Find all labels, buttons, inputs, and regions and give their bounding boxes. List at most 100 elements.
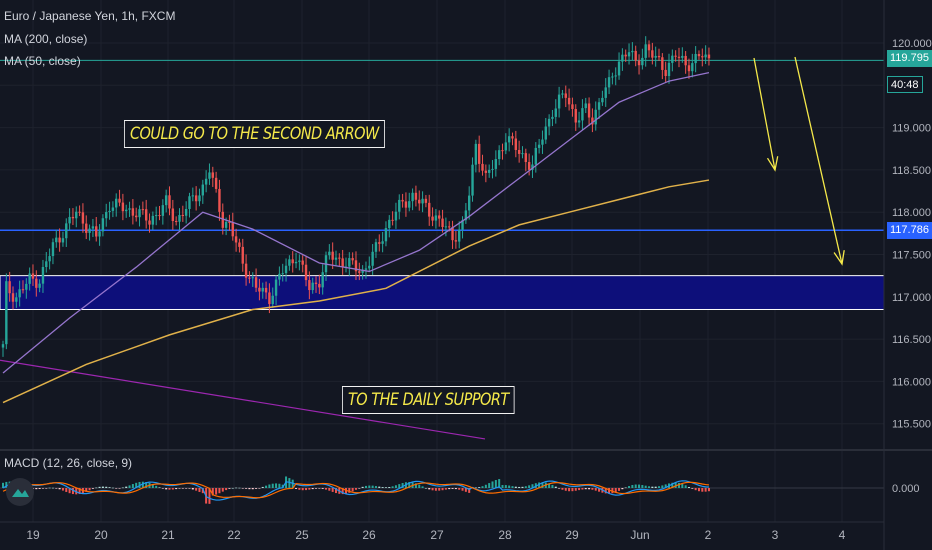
macd-hist-bar [341,488,344,495]
time-axis-ticks[interactable]: 19 20 21 22 25 26 27 28 29 Jun 2 3 4 [26,528,845,542]
macd-hist-bar [554,486,557,488]
tradingview-logo[interactable] [6,478,34,506]
macd-hist-bar [218,488,221,494]
candle-body [408,201,411,208]
macd-hist-bar [621,488,624,490]
candle-body [258,287,261,292]
macd-hist-bar [638,484,641,488]
note-daily-support[interactable]: TO THE DAILY SUPPORT [342,386,515,414]
candle-body [231,222,234,237]
macd-hist-bar [648,486,651,488]
macd-hist-bar [328,488,331,491]
candle-body [641,57,644,66]
macd-hist-bar [131,484,134,488]
macd-hist-bar [301,488,304,491]
macd-hist-bar [634,484,637,488]
candle-body [414,192,418,200]
candle-body [684,55,687,66]
macd-hist-bar [421,486,424,488]
macd-hist-bar [514,486,517,488]
time-tick-label: 25 [295,528,309,542]
arrow-head [833,250,845,266]
projection-arrow[interactable] [753,57,776,171]
note-second-arrow[interactable]: COULD GO TO THE SECOND ARROW [124,120,385,148]
macd-hist-bar [428,488,431,490]
macd-hist-bar [501,485,504,488]
candle-body [115,198,118,208]
macd-hist-bar [398,484,401,488]
candle-body [91,226,95,229]
candle-body [554,108,557,117]
candle-body [637,60,641,66]
candle-body [261,287,264,292]
macd-hist-bar [248,488,251,490]
macd-hist-bar [451,488,454,489]
candle-body [577,120,581,123]
price-tick-label: 118.000 [892,207,931,219]
candle-body [48,256,51,262]
candle-body [634,50,637,61]
candle-body [438,215,441,219]
macd-hist-bar [258,488,261,489]
daily-support-zone[interactable] [0,275,885,310]
macd-hist-bar [51,487,54,489]
macd-hist-bar [618,488,621,491]
projection-arrows[interactable] [753,56,845,266]
macd-hist-bar [371,485,374,488]
candle-body [464,210,468,221]
candle-body [374,242,378,252]
macd-hist-bar [707,488,710,492]
candle-body [178,214,181,222]
macd-legend[interactable]: MACD (12, 26, close, 9) [4,456,133,470]
candle-body [105,212,108,219]
macd-hist-bar [498,479,501,488]
candle-body [661,57,664,70]
ma50-legend[interactable]: MA (50, close) [4,54,81,68]
candle-body [168,195,171,209]
candle-body [118,198,121,203]
candle-body [524,153,528,163]
macd-hist-bar [358,488,361,489]
price-axis-ticks[interactable]: 120.000 119.000 118.500 118.000 117.500 117.0… [892,38,932,495]
macd-hist-bar [461,488,464,491]
price-tick-label: 120.000 [892,38,932,50]
ma200-legend[interactable]: MA (200, close) [4,32,88,46]
candle-body [148,220,151,225]
macd-tick-label: 0.000 [892,483,920,495]
macd-hist-bar [198,488,201,492]
candle-body [481,163,484,171]
grid-lines [0,0,884,522]
macd-hist-bar [677,482,680,488]
macd-hist-bar [434,488,437,491]
macd-hist-bar [628,486,631,488]
macd-hist-bar [694,488,697,491]
candle-body [18,289,21,298]
candle-body [264,287,268,293]
candle-body [291,259,294,264]
candle-body [531,164,534,170]
logo-mountain-icon [12,489,29,497]
candle-body [358,271,361,273]
candle-body [304,264,308,281]
macd-hist-bar [211,488,214,496]
macd-hist-bar [278,483,281,488]
macd-hist-bar [408,481,411,488]
candle-body [314,282,318,284]
macd-hist-bar [61,488,64,491]
projection-arrow[interactable] [794,56,843,265]
candle-body [534,147,537,165]
candle-body [497,150,501,160]
candle-body [308,280,311,291]
candle-body [8,281,11,294]
candle-body [334,257,338,260]
candle-body [704,54,707,58]
countdown-tag: 40:48 [887,76,923,93]
macd-hist-bar [295,488,298,489]
symbol-title[interactable]: Euro / Japanese Yen, 1h, FXCM [4,9,176,23]
macd-hist-bar [225,488,228,491]
candle-body [631,50,634,53]
candle-body [121,202,125,212]
macd-hist-bar [241,488,244,489]
purple-trendline[interactable] [0,359,486,440]
